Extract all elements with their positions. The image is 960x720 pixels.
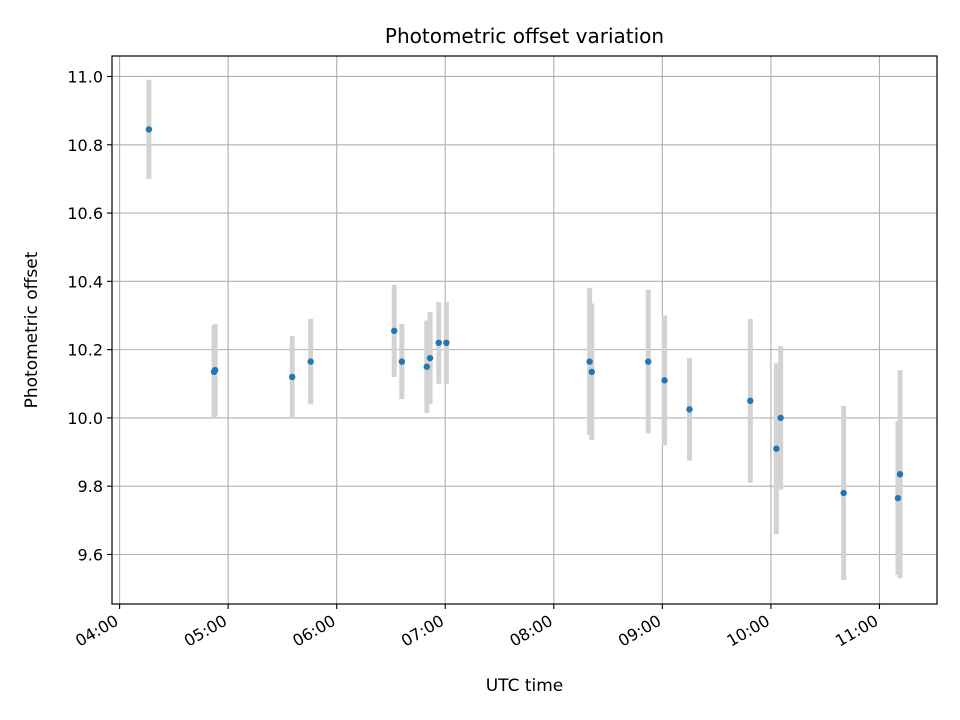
data-point	[391, 327, 398, 335]
y-tick-label: 10.6	[67, 204, 103, 223]
data-point	[896, 471, 904, 478]
data-point	[398, 358, 406, 365]
data-point	[661, 377, 668, 384]
data-point	[288, 373, 296, 381]
y-tick-label: 10.0	[67, 409, 103, 428]
data-point	[747, 397, 754, 405]
data-point	[586, 358, 593, 365]
y-axis-ticks: 9.6 9.8 10.0 10.2 10.4 10.6 10.8 11.0	[67, 67, 112, 564]
data-points	[145, 126, 904, 502]
data-point	[894, 494, 902, 502]
data-point	[426, 354, 434, 362]
data-point	[307, 358, 314, 365]
x-axis-label: UTC time	[486, 676, 564, 696]
y-tick-label: 10.8	[67, 136, 103, 155]
data-point	[145, 126, 153, 133]
data-point	[777, 414, 784, 422]
data-point	[423, 363, 431, 370]
data-point	[435, 339, 442, 347]
data-point	[645, 358, 652, 365]
data-point	[773, 445, 780, 452]
chart-title: Photometric offset variation	[385, 24, 664, 48]
y-tick-label: 10.4	[67, 272, 103, 291]
y-tick-label: 10.2	[67, 341, 103, 360]
y-tick-label: 11.0	[67, 67, 103, 86]
y-axis-label: Photometric offset	[22, 251, 42, 408]
data-point	[840, 489, 847, 497]
plot-area-frame	[111, 55, 938, 605]
data-point	[211, 366, 219, 374]
data-point	[588, 368, 596, 376]
data-point	[443, 339, 450, 347]
y-tick-label: 9.8	[78, 477, 103, 496]
data-point	[686, 406, 693, 413]
y-tick-label: 9.6	[78, 545, 103, 564]
